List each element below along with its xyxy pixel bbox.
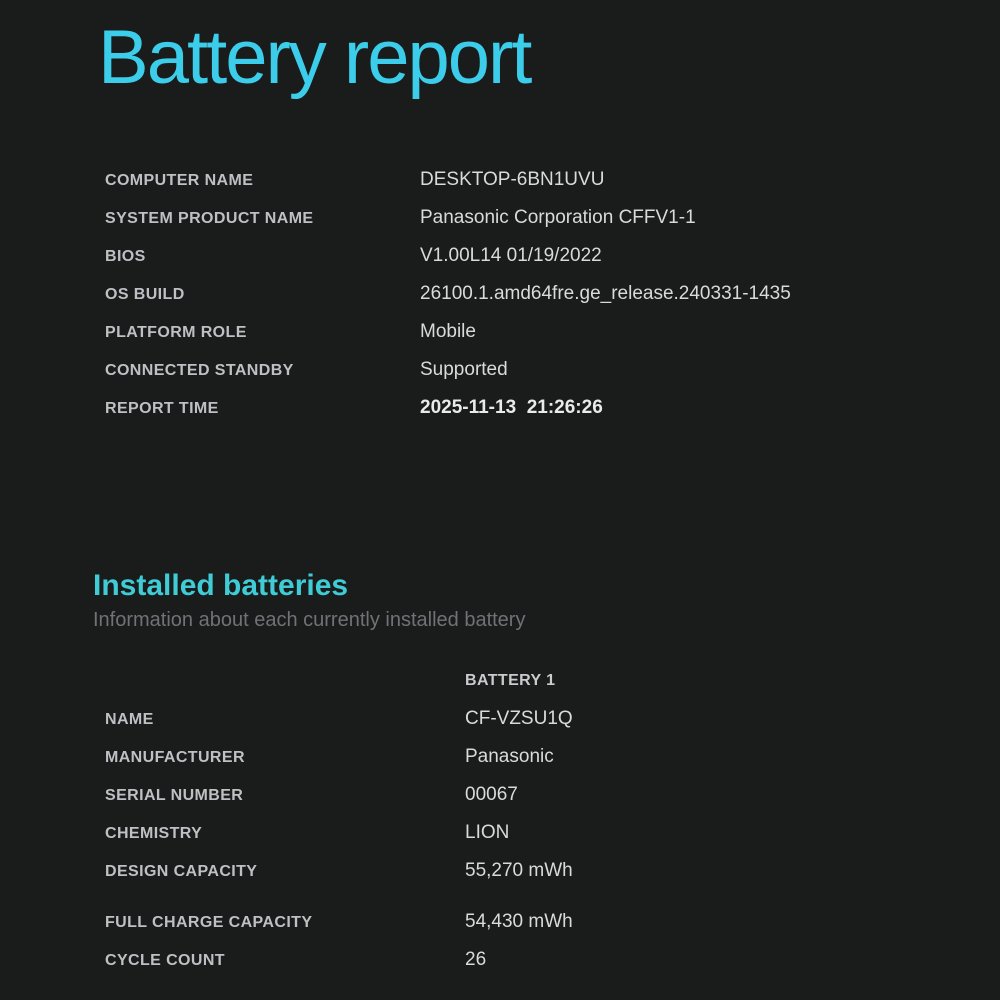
row-value: 55,270 mWh — [465, 859, 573, 881]
row-label: SERIAL NUMBER — [105, 786, 244, 804]
table-row-system-product-name: SYSTEM PRODUCT NAME Panasonic Corporatio… — [105, 199, 1000, 237]
report-time-value: 2025-11-13 21:26:26 — [420, 396, 603, 418]
table-row-os-build: OS BUILD 26100.1.amd64fre.ge_release.240… — [105, 275, 1000, 313]
table-row-computer-name: COMPUTER NAME DESKTOP-6BN1UVU — [105, 161, 1000, 199]
row-value: 26 — [465, 948, 487, 970]
table-row-connected-standby: CONNECTED STANDBY Supported — [105, 351, 1000, 389]
row-value: DESKTOP-6BN1UVU — [420, 168, 605, 190]
row-value: 26100.1.amd64fre.ge_release.240331-1435 — [420, 282, 791, 304]
battery-1-column-header: BATTERY 1 — [465, 671, 556, 689]
row-label: CYCLE COUNT — [105, 951, 225, 969]
table-row-serial-number: SERIAL NUMBER 00067 — [105, 776, 1000, 814]
row-label: PLATFORM ROLE — [105, 323, 247, 341]
table-row-design-capacity: DESIGN CAPACITY 55,270 mWh — [105, 852, 1000, 890]
row-value: Panasonic Corporation CFFV1-1 — [420, 206, 696, 228]
table-row-platform-role: PLATFORM ROLE Mobile — [105, 313, 1000, 351]
row-value: LION — [465, 821, 510, 843]
row-label: CONNECTED STANDBY — [105, 361, 294, 379]
table-row-full-charge-capacity: FULL CHARGE CAPACITY 54,430 mWh — [105, 903, 1000, 941]
installed-batteries-section: Installed batteries Information about ea… — [0, 427, 1000, 979]
row-label: FULL CHARGE CAPACITY — [105, 913, 313, 931]
system-info-table: COMPUTER NAME DESKTOP-6BN1UVU SYSTEM PRO… — [105, 161, 1000, 427]
row-label: BIOS — [105, 247, 146, 265]
table-row-chemistry: CHEMISTRY LION — [105, 814, 1000, 852]
battery-info-table: BATTERY 1 NAME CF-VZSU1Q MANUFACTURER Pa… — [105, 662, 1000, 979]
row-value: CF-VZSU1Q — [465, 707, 573, 729]
table-row-cycle-count: CYCLE COUNT 26 — [105, 941, 1000, 979]
row-value: Supported — [420, 358, 508, 380]
page-title: Battery report — [98, 15, 532, 100]
section-subtitle: Information about each currently install… — [93, 608, 526, 631]
row-value: 00067 — [465, 783, 518, 805]
row-label: NAME — [105, 710, 154, 728]
row-value: Panasonic — [465, 745, 554, 767]
row-label: MANUFACTURER — [105, 748, 245, 766]
row-value: V1.00L14 01/19/2022 — [420, 244, 602, 266]
table-header-row: BATTERY 1 — [105, 662, 1000, 700]
row-label: DESIGN CAPACITY — [105, 862, 258, 880]
table-row-name: NAME CF-VZSU1Q — [105, 700, 1000, 738]
table-row-bios: BIOS V1.00L14 01/19/2022 — [105, 237, 1000, 275]
section-heading: Installed batteries — [93, 568, 349, 602]
row-label: CHEMISTRY — [105, 824, 203, 842]
table-row-report-time: REPORT TIME 2025-11-13 21:26:26 — [105, 389, 1000, 427]
row-value: 54,430 mWh — [465, 910, 573, 932]
row-label: COMPUTER NAME — [105, 171, 254, 189]
row-label: SYSTEM PRODUCT NAME — [105, 209, 314, 227]
row-label: OS BUILD — [105, 285, 185, 303]
row-label: REPORT TIME — [105, 399, 219, 417]
table-row-manufacturer: MANUFACTURER Panasonic — [105, 738, 1000, 776]
row-value: Mobile — [420, 320, 476, 342]
